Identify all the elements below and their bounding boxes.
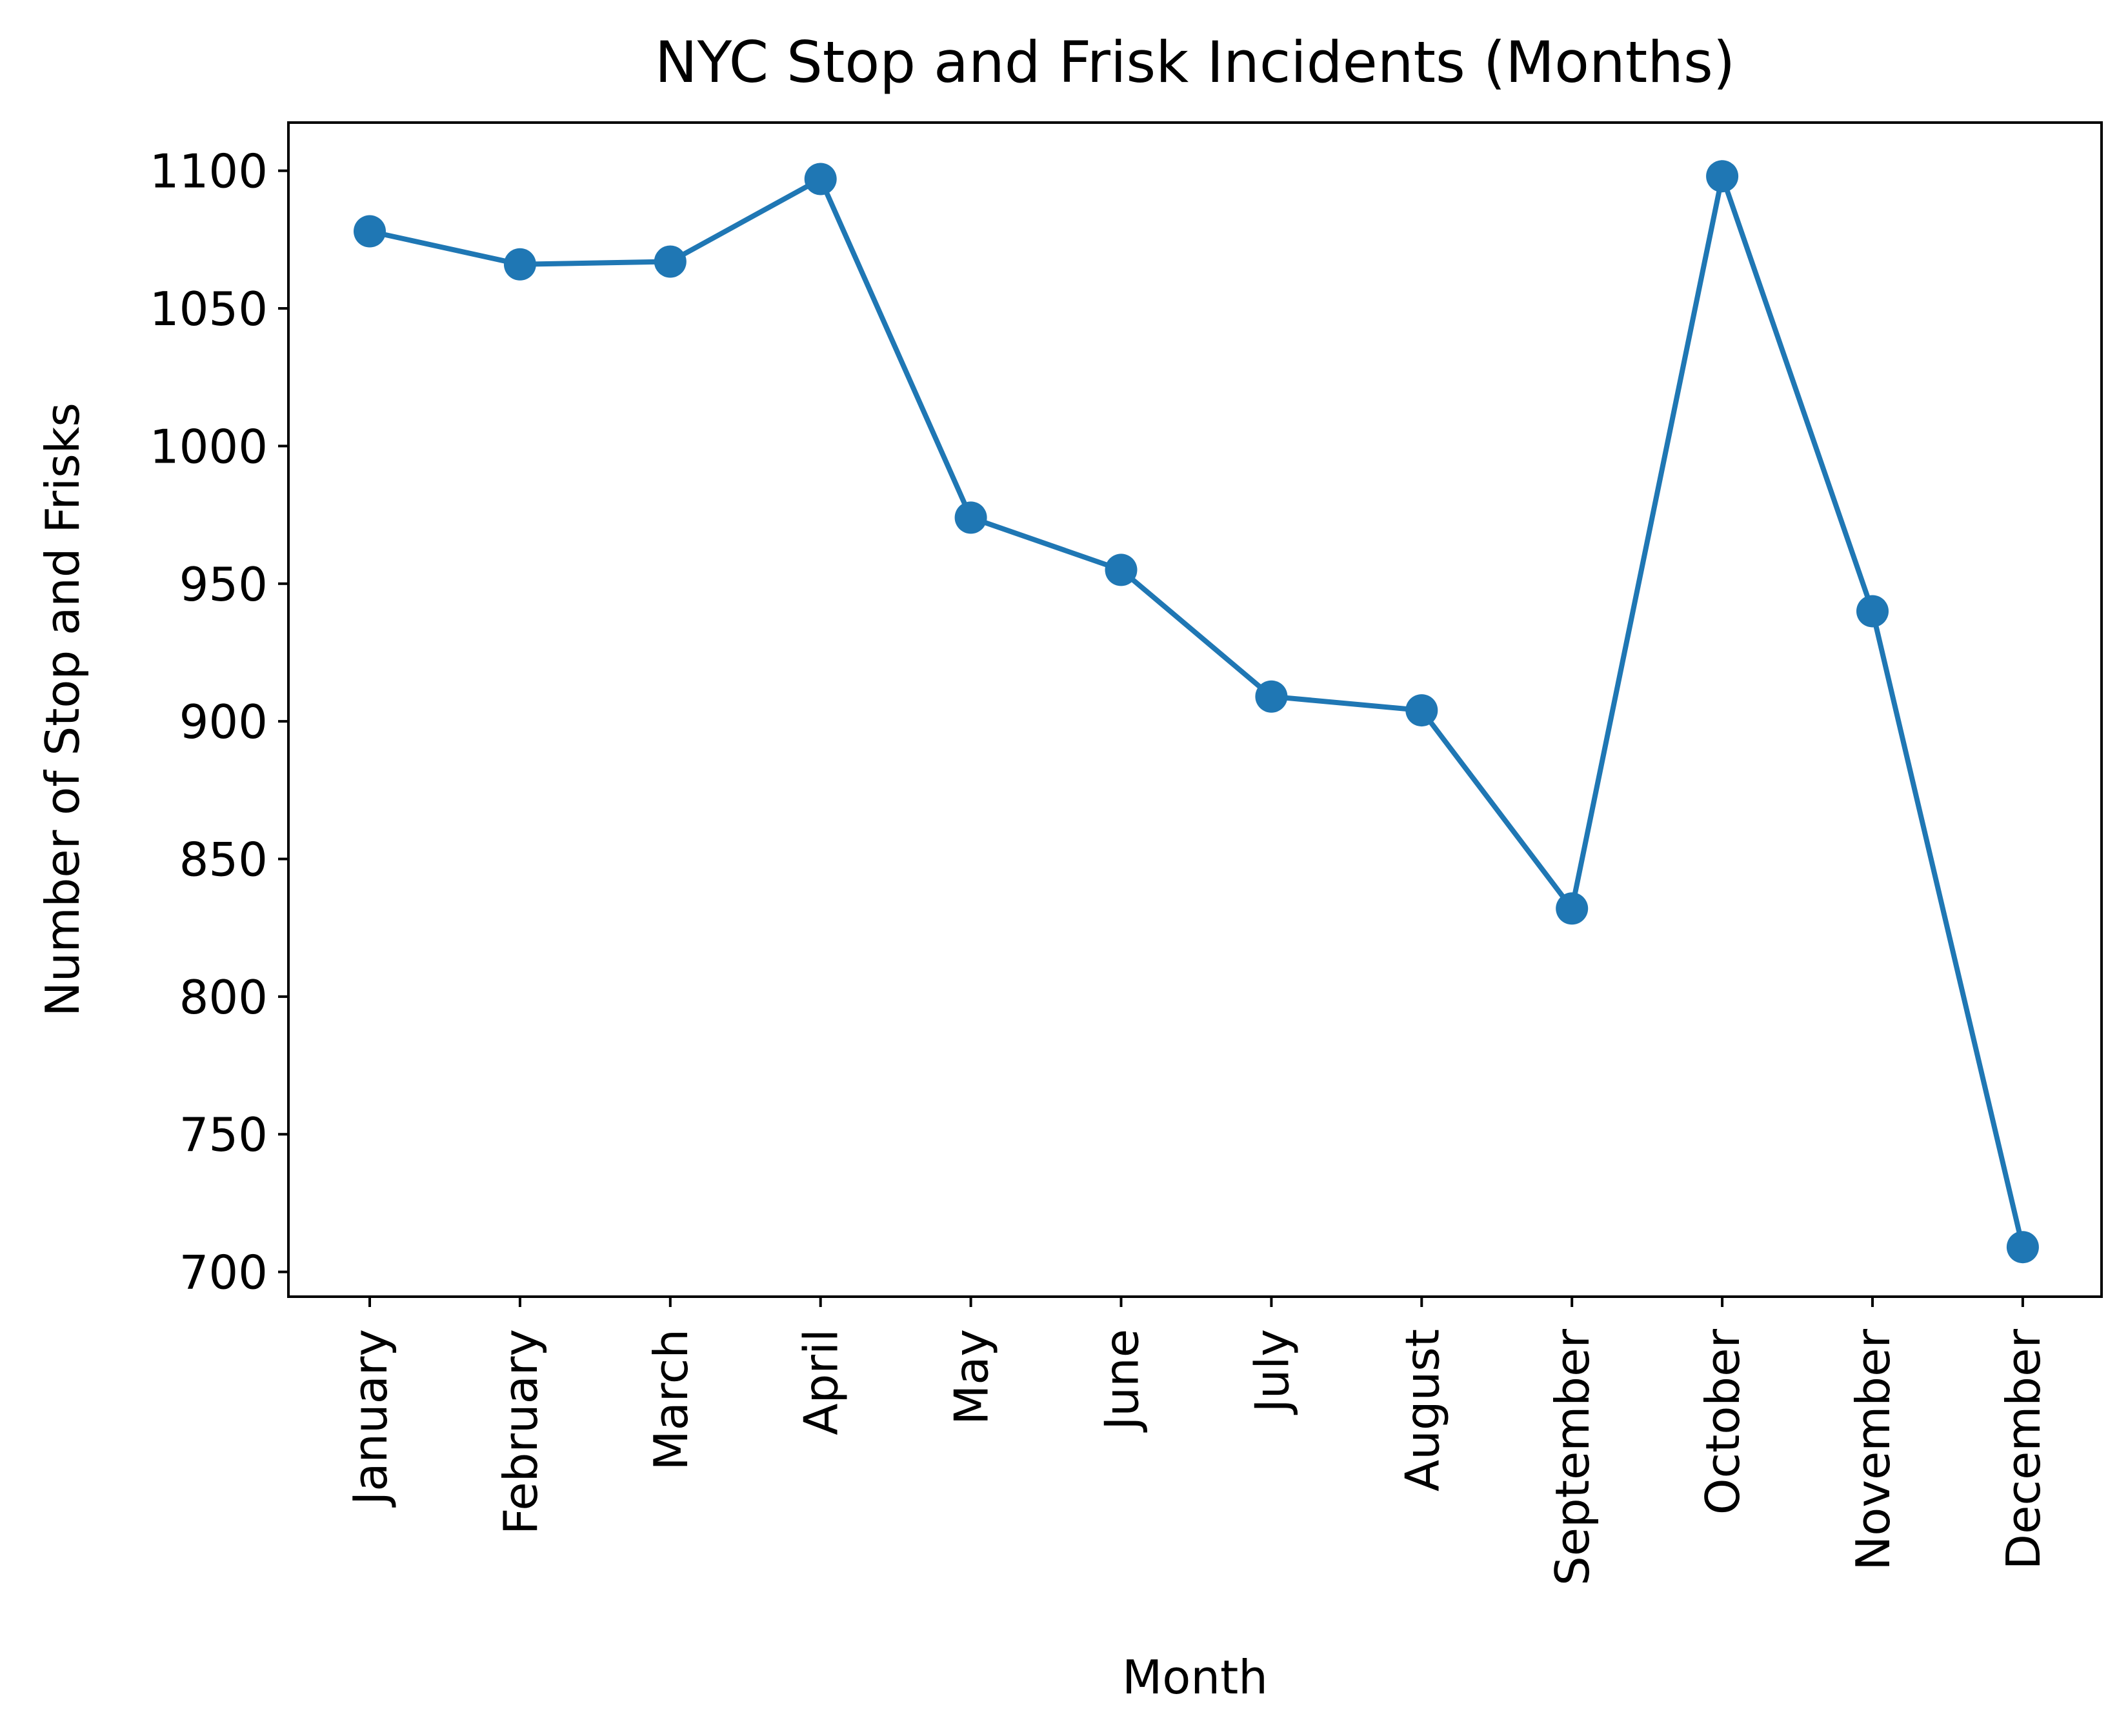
data-point-june xyxy=(1105,554,1138,586)
y-tick-label-950: 950 xyxy=(179,557,268,612)
x-tick-label-july: July xyxy=(1245,1329,1299,1415)
data-point-october xyxy=(1706,160,1739,193)
x-tick-label-september: September xyxy=(1545,1329,1600,1586)
x-axis: January February March April May June July Augu… xyxy=(343,1297,2051,1586)
plot-frame xyxy=(287,121,2103,1298)
y-tick-label-800: 800 xyxy=(179,970,268,1024)
data-point-march xyxy=(654,245,687,278)
x-tick-label-december: December xyxy=(1996,1329,2051,1570)
y-tick-label-750: 750 xyxy=(179,1108,268,1162)
y-axis-label: Number of Stop and Frisks xyxy=(35,403,90,1017)
data-point-september xyxy=(1556,892,1589,925)
plot-area xyxy=(287,121,2103,1298)
x-tick-label-august: August xyxy=(1395,1329,1449,1492)
data-point-july xyxy=(1255,680,1288,713)
y-tick-label-1000: 1000 xyxy=(150,419,268,474)
y-tick-label-900: 900 xyxy=(179,695,268,749)
x-tick-label-february: February xyxy=(494,1329,548,1535)
y-axis: 700 750 800 850 900 950 1000 1050 1100 xyxy=(150,145,288,1300)
data-point-january xyxy=(354,215,386,248)
chart-title: NYC Stop and Frisk Incidents (Months) xyxy=(655,29,1735,95)
data-point-december xyxy=(2006,1231,2039,1264)
y-tick-label-1100: 1100 xyxy=(150,145,268,199)
series-line-0 xyxy=(367,174,2025,1250)
data-point-may xyxy=(954,501,987,534)
series-layer xyxy=(354,160,2039,1264)
y-tick-label-850: 850 xyxy=(179,833,268,887)
data-point-november xyxy=(1856,595,1889,628)
x-axis-label: Month xyxy=(1122,1650,1268,1704)
x-tick-label-april: April xyxy=(794,1329,848,1435)
y-tick-label-700: 700 xyxy=(179,1246,268,1300)
x-tick-label-january: January xyxy=(343,1329,397,1508)
data-point-february xyxy=(503,248,536,281)
y-tick-label-1050: 1050 xyxy=(150,282,268,336)
x-tick-label-november: November xyxy=(1846,1329,1900,1571)
data-point-april xyxy=(804,163,837,195)
x-tick-label-october: October xyxy=(1696,1329,1750,1515)
data-point-august xyxy=(1405,694,1438,727)
x-tick-label-june: June xyxy=(1095,1329,1149,1433)
x-tick-label-march: March xyxy=(644,1329,698,1470)
x-tick-label-may: May xyxy=(945,1329,999,1425)
